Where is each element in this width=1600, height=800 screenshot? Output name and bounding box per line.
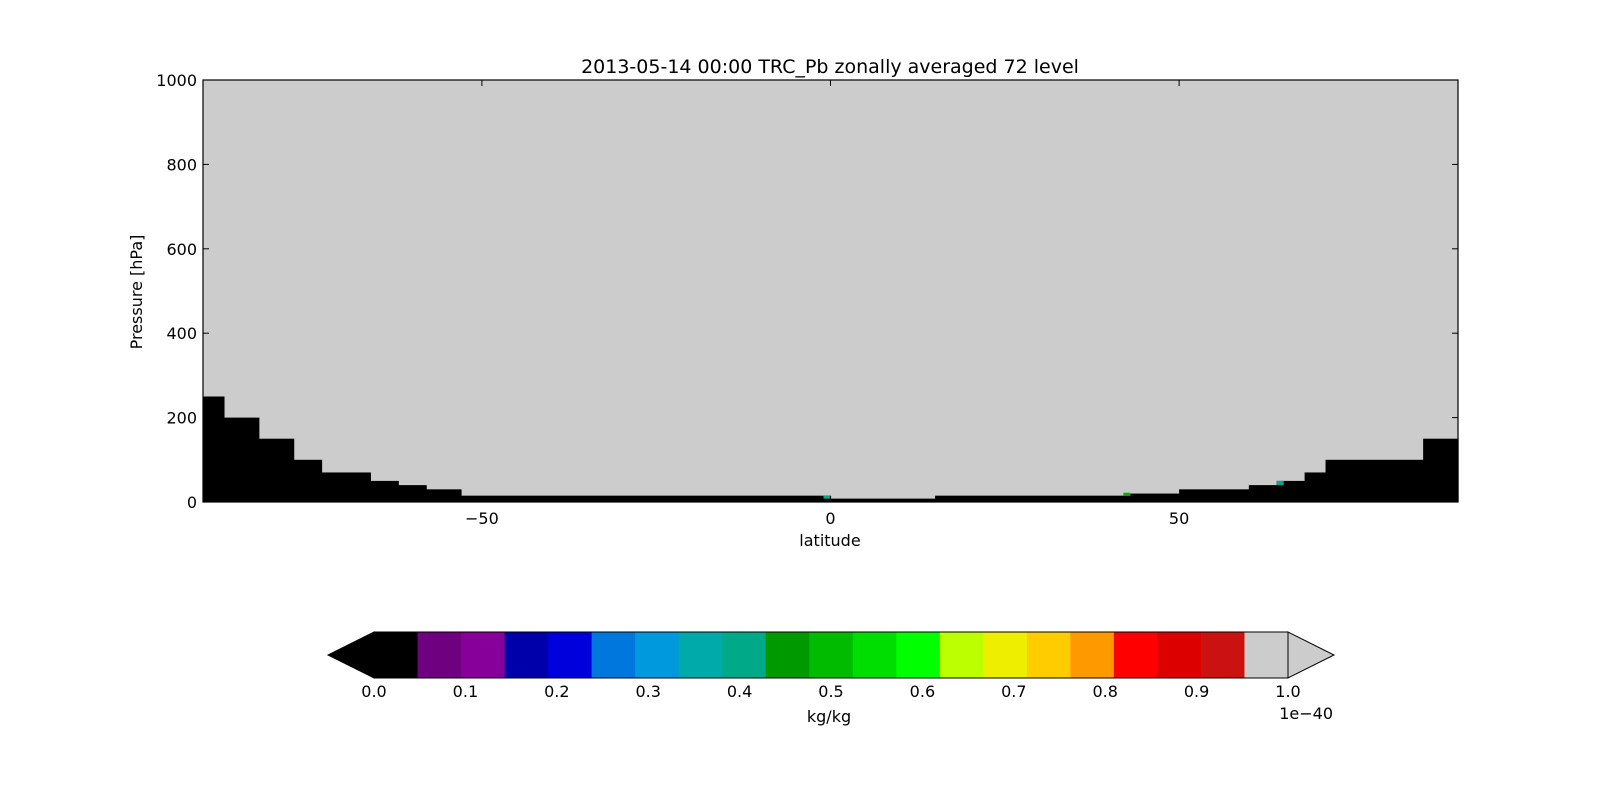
colorbar-segment bbox=[591, 632, 636, 678]
colorbar-tick-label: 0.8 bbox=[1092, 682, 1117, 701]
y-tick-label: 0 bbox=[187, 493, 197, 512]
highlight-cell bbox=[823, 495, 831, 499]
colorbar-segment bbox=[461, 632, 506, 678]
colorbar-segment bbox=[722, 632, 767, 678]
colorbar-segment bbox=[1113, 632, 1158, 678]
low-value-region bbox=[1179, 489, 1250, 502]
colorbar-tick-label: 0.9 bbox=[1184, 682, 1209, 701]
colorbar-tick-label: 0.4 bbox=[727, 682, 752, 701]
colorbar-tick-label: 1.0 bbox=[1275, 682, 1300, 701]
y-tick-label: 1000 bbox=[156, 71, 197, 90]
low-value-region bbox=[203, 396, 225, 502]
colorbar-segment bbox=[1200, 632, 1245, 678]
low-value-region bbox=[935, 495, 1131, 502]
colorbar-tick-label: 0.2 bbox=[544, 682, 569, 701]
low-value-region bbox=[223, 417, 260, 502]
colorbar-frame bbox=[373, 631, 1289, 679]
colorbar-segment bbox=[1244, 632, 1289, 678]
low-value-region bbox=[1276, 480, 1306, 502]
main-plot: −50 0 50 0 200 400 600 800 1000 bbox=[156, 71, 1459, 528]
colorbar-tick-label: 0.7 bbox=[1001, 682, 1026, 701]
plot-title: 2013-05-14 00:00 TRC_Pb zonally averaged… bbox=[581, 56, 1079, 78]
colorbar: 0.0 0.1 0.2 0.3 0.4 0.5 0.6 0.7 0.8 0.9 1.0 bbox=[326, 631, 1336, 701]
highlight-cell bbox=[1276, 480, 1284, 486]
low-value-region bbox=[398, 485, 427, 502]
low-value-region bbox=[370, 480, 399, 502]
colorbar-offset-text: 1e−40 bbox=[1279, 704, 1333, 723]
x-tick-label: 50 bbox=[1169, 509, 1189, 528]
y-tick-label: 200 bbox=[166, 409, 197, 428]
colorbar-label: kg/kg bbox=[807, 707, 851, 726]
y-tick-label: 600 bbox=[166, 240, 197, 259]
colorbar-segment bbox=[374, 632, 419, 678]
colorbar-under-triangle bbox=[326, 631, 375, 679]
colorbar-tick-label: 0.6 bbox=[910, 682, 935, 701]
low-value-region bbox=[460, 495, 832, 502]
colorbar-segment bbox=[939, 632, 984, 678]
y-tick-label: 400 bbox=[166, 324, 197, 343]
colorbar-segment bbox=[852, 632, 897, 678]
low-value-region bbox=[258, 438, 295, 502]
colorbar-segment bbox=[1026, 632, 1071, 678]
colorbar-segment bbox=[678, 632, 723, 678]
low-value-region bbox=[321, 472, 371, 502]
highlight-cell bbox=[1123, 492, 1131, 496]
low-value-region bbox=[293, 459, 323, 502]
low-value-region bbox=[830, 498, 936, 502]
colorbar-segment bbox=[765, 632, 810, 678]
colorbar-segment bbox=[548, 632, 593, 678]
colorbar-over-triangle bbox=[1287, 631, 1336, 679]
low-value-region bbox=[1304, 472, 1327, 502]
low-value-region bbox=[1325, 459, 1424, 502]
colorbar-tick-label: 0.1 bbox=[453, 682, 478, 701]
colorbar-tick-label: 0.3 bbox=[635, 682, 660, 701]
colorbar-segment bbox=[1157, 632, 1202, 678]
y-tick-label: 800 bbox=[166, 155, 197, 174]
colorbar-segment bbox=[983, 632, 1028, 678]
colorbar-segment bbox=[809, 632, 854, 678]
colorbar-segment bbox=[417, 632, 462, 678]
low-value-region bbox=[1423, 438, 1459, 502]
colorbar-segment bbox=[504, 632, 549, 678]
y-axis-label: Pressure [hPa] bbox=[127, 235, 146, 350]
colorbar-tick-label: 0.0 bbox=[361, 682, 386, 701]
x-tick-label: 0 bbox=[825, 509, 835, 528]
plot-background bbox=[203, 80, 1458, 502]
colorbar-segment bbox=[896, 632, 941, 678]
low-value-region bbox=[426, 489, 462, 502]
colorbar-segment bbox=[1070, 632, 1115, 678]
x-axis-label: latitude bbox=[799, 531, 860, 550]
colorbar-segment bbox=[635, 632, 680, 678]
low-value-region bbox=[1130, 493, 1180, 502]
colorbar-tick-label: 0.5 bbox=[818, 682, 843, 701]
low-value-region bbox=[1248, 485, 1278, 502]
x-tick-label: −50 bbox=[465, 509, 499, 528]
